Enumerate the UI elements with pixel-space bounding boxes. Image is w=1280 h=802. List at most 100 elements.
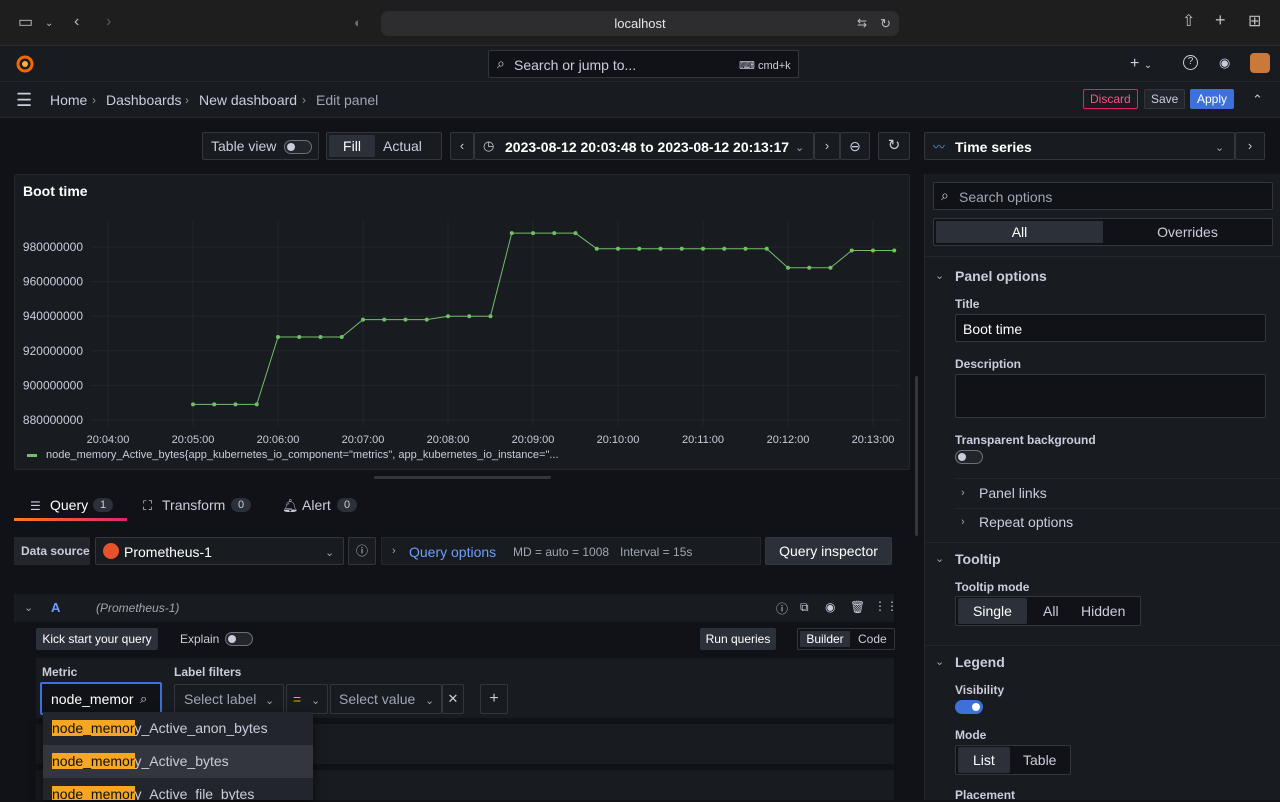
forward-icon[interactable]: › — [106, 13, 112, 30]
help-icon[interactable]: ⓘ — [776, 602, 789, 616]
data-point[interactable] — [424, 317, 429, 322]
data-point[interactable] — [339, 334, 344, 339]
data-point[interactable] — [212, 402, 217, 407]
breadcrumb-home[interactable]: Home — [50, 92, 88, 108]
timeseries-chart[interactable]: 980000000 960000000 940000000 920000000 9000… — [15, 175, 911, 471]
suggestion-item[interactable]: node_memory_Active_bytes — [43, 745, 313, 778]
kick-start-button[interactable]: Kick start your query — [36, 628, 158, 650]
suggestion-item[interactable]: node_memory_Active_anon_bytes — [43, 712, 313, 745]
reload-icon[interactable]: ↻ — [880, 16, 891, 31]
chevron-right-icon[interactable]: › — [961, 516, 965, 528]
tab-transform[interactable]: Transform — [162, 497, 226, 513]
time-picker[interactable]: ◷ 2023-08-12 20:03:48 to 2023-08-12 20:1… — [474, 132, 814, 160]
select-label-dropdown[interactable]: Select label ⌄ — [174, 684, 284, 714]
data-point[interactable] — [467, 314, 472, 319]
data-point[interactable] — [254, 402, 259, 407]
select-value-dropdown[interactable]: Select value ⌄ — [330, 684, 442, 714]
tab-query[interactable]: Query — [50, 497, 89, 513]
data-point[interactable] — [743, 246, 748, 251]
duplicate-icon[interactable]: ⧉ — [800, 600, 809, 614]
data-point[interactable] — [764, 246, 769, 251]
data-point[interactable] — [701, 246, 705, 251]
builder-mode[interactable]: Builder — [800, 631, 850, 647]
actual-option[interactable]: Actual — [383, 138, 422, 154]
legend-mode-list[interactable]: List — [958, 747, 1010, 773]
overrides-tab[interactable]: Overrides — [1157, 224, 1218, 240]
data-point[interactable] — [276, 334, 280, 339]
data-point[interactable] — [892, 248, 897, 253]
time-back-button[interactable]: ‹ — [450, 132, 474, 160]
data-point[interactable] — [509, 231, 514, 236]
data-point[interactable] — [637, 246, 642, 251]
eye-icon[interactable]: ◉ — [825, 600, 836, 614]
fill-option[interactable]: Fill — [329, 135, 375, 157]
search-input[interactable]: ⌕ Search or jump to... ⌨ cmd+k — [488, 50, 799, 78]
data-point[interactable] — [403, 317, 408, 322]
tooltip-hidden[interactable]: Hidden — [1081, 603, 1126, 619]
tab-alert[interactable]: Alert — [302, 497, 331, 513]
discard-button[interactable]: Discard — [1083, 89, 1138, 109]
pane-splitter[interactable] — [915, 376, 918, 536]
all-options-tab[interactable]: All — [936, 221, 1103, 243]
breadcrumb-new-dashboard[interactable]: New dashboard — [199, 92, 298, 108]
tooltip-all[interactable]: All — [1043, 603, 1059, 619]
data-point[interactable] — [573, 231, 578, 236]
zoom-out-button[interactable]: ⊖ — [840, 132, 870, 160]
repeat-options-section[interactable]: Repeat options — [979, 514, 1074, 530]
options-search-input[interactable]: ⌕ Search options — [933, 182, 1273, 210]
url-bar[interactable]: localhost ⇆ ↻ — [381, 11, 899, 36]
breadcrumb-dashboards[interactable]: Dashboards — [106, 92, 182, 108]
data-point[interactable] — [658, 246, 663, 251]
refresh-button[interactable]: ↻ — [878, 132, 910, 160]
menu-icon[interactable]: ☰ — [16, 90, 33, 110]
chevron-down-icon[interactable]: ⌄ — [935, 270, 945, 282]
code-mode[interactable]: Code — [858, 632, 887, 646]
drag-handle-icon[interactable]: ⋮⋮ — [874, 599, 898, 613]
query-options-label[interactable]: Query options — [409, 544, 497, 560]
add-filter-button[interactable]: + — [480, 684, 508, 714]
toggle-options-button[interactable]: › — [1235, 132, 1265, 160]
news-icon[interactable]: ◉ — [1219, 55, 1231, 70]
data-point[interactable] — [616, 246, 620, 251]
data-point[interactable] — [446, 314, 450, 319]
explain-switch[interactable] — [225, 632, 253, 646]
data-point[interactable] — [594, 246, 599, 251]
run-queries-button[interactable]: Run queries — [700, 628, 776, 650]
avatar[interactable] — [1250, 53, 1270, 73]
share-icon[interactable]: ⇧ — [1182, 13, 1196, 30]
data-point[interactable] — [191, 402, 195, 407]
chevron-down-icon[interactable]: ⌄ — [45, 18, 54, 29]
data-point[interactable] — [318, 334, 323, 339]
collapse-icon[interactable]: ⌃ — [1252, 92, 1263, 107]
panel-options-header[interactable]: Panel options — [955, 268, 1047, 284]
description-textarea[interactable] — [955, 374, 1266, 418]
remove-filter-button[interactable]: ✕ — [442, 684, 464, 714]
query-row-name[interactable]: A — [51, 600, 61, 615]
data-point[interactable] — [552, 231, 557, 236]
legend-mode-table[interactable]: Table — [1023, 752, 1057, 768]
time-forward-button[interactable]: › — [814, 132, 840, 160]
translate-icon[interactable]: ⇆ — [856, 16, 867, 30]
tab-overview-icon[interactable]: ⊞ — [1248, 13, 1262, 30]
tooltip-header[interactable]: Tooltip — [955, 551, 1001, 567]
add-icon[interactable]: + ⌄ — [1130, 55, 1153, 72]
back-icon[interactable]: ‹ — [74, 13, 80, 30]
apply-button[interactable]: Apply — [1190, 89, 1235, 109]
data-point[interactable] — [361, 317, 365, 322]
table-view-toggle[interactable]: Table view — [202, 132, 319, 160]
suggestion-item[interactable]: node_memory_Active_file_bytes — [43, 778, 313, 800]
help-icon[interactable]: ? — [1183, 55, 1198, 70]
chevron-down-icon[interactable]: ⌄ — [935, 553, 945, 565]
table-view-switch[interactable] — [284, 140, 312, 154]
data-point[interactable] — [382, 317, 387, 322]
data-point[interactable] — [297, 334, 302, 339]
datasource-help-button[interactable]: ⓘ — [348, 537, 376, 565]
metric-input[interactable]: node_memor ⌕ — [40, 682, 162, 715]
data-point[interactable] — [233, 402, 238, 407]
legend-header[interactable]: Legend — [955, 654, 1005, 670]
chevron-right-icon[interactable]: › — [961, 487, 965, 499]
query-options-bar[interactable]: › Query options MD = auto = 1008 Interva… — [381, 537, 761, 565]
transparent-switch[interactable] — [955, 450, 983, 464]
data-point[interactable] — [679, 246, 684, 251]
legend-item[interactable]: node_memory_Active_bytes{app_kubernetes_… — [46, 449, 559, 461]
